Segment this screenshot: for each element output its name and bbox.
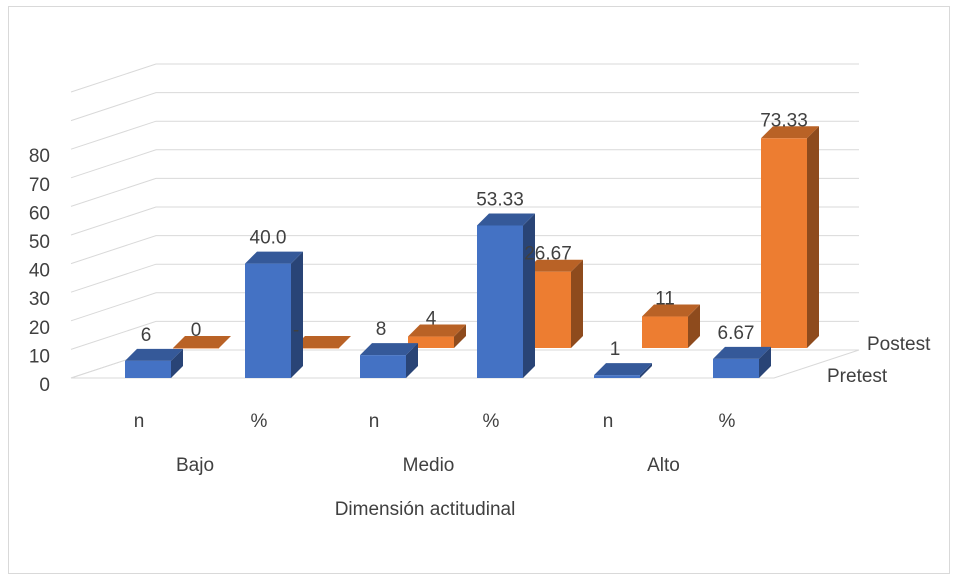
postest-bar bbox=[642, 304, 700, 348]
category-label: n bbox=[369, 411, 380, 432]
chart-frame: 0 10 20 30 40 50 60 70 80 0 - 4 26.67 11 73.33 6 40.0 8 5… bbox=[8, 6, 950, 574]
gridline bbox=[70, 235, 859, 265]
postest-bar-front bbox=[408, 336, 454, 348]
y-tick-label: 80 bbox=[29, 146, 50, 167]
postest-bar-side bbox=[807, 126, 819, 348]
group-label: Bajo bbox=[176, 455, 214, 476]
pretest-data-label: 40.0 bbox=[250, 228, 287, 249]
postest-data-label: - bbox=[293, 320, 299, 341]
postest-bar-top bbox=[642, 304, 700, 317]
pretest-bar-front bbox=[125, 360, 171, 378]
category-labels: n% n% n% bbox=[134, 411, 736, 432]
postest-bar bbox=[761, 126, 819, 348]
pretest-bars bbox=[125, 213, 771, 378]
pretest-bar-top bbox=[477, 213, 535, 226]
series-label-pretest: Pretest bbox=[827, 366, 888, 387]
series-label-postest: Postest bbox=[867, 334, 931, 355]
pretest-bar-side bbox=[523, 213, 535, 378]
x-axis-title: Dimensión actitudinal bbox=[335, 499, 516, 520]
series-labels: Postest Pretest bbox=[827, 334, 931, 387]
pretest-bar bbox=[125, 348, 183, 378]
y-tick-label: 60 bbox=[29, 203, 50, 224]
postest-bar-side bbox=[688, 304, 700, 348]
pretest-bar bbox=[594, 363, 652, 378]
category-label: % bbox=[483, 411, 500, 432]
pretest-bar-side bbox=[171, 348, 183, 378]
gridline bbox=[70, 320, 859, 350]
postest-bar-front bbox=[642, 316, 688, 348]
category-label: n bbox=[134, 411, 145, 432]
y-tick-label: 20 bbox=[29, 318, 50, 339]
postest-bar-front bbox=[761, 138, 807, 348]
gridline bbox=[70, 120, 859, 150]
pretest-data-label: 53.33 bbox=[476, 189, 524, 210]
gridline bbox=[70, 292, 859, 322]
pretest-bar bbox=[245, 251, 303, 378]
postest-data-label: 4 bbox=[426, 309, 437, 330]
group-label: Alto bbox=[647, 455, 680, 476]
pretest-bar bbox=[360, 343, 418, 378]
postest-bar-top bbox=[408, 324, 466, 337]
postest-bar-side bbox=[454, 324, 466, 348]
pretest-data-label: 6 bbox=[141, 325, 152, 346]
y-tick-label: 50 bbox=[29, 232, 50, 253]
postest-data-label: 73.33 bbox=[760, 110, 808, 131]
pretest-bar-side bbox=[640, 363, 652, 378]
postest-data-label: 11 bbox=[655, 289, 675, 310]
gridline bbox=[70, 263, 859, 293]
pretest-bar-side bbox=[291, 251, 303, 378]
postest-bar-top bbox=[525, 259, 583, 272]
postest-bar-top bbox=[293, 336, 351, 348]
pretest-bar-front bbox=[360, 355, 406, 378]
category-label: % bbox=[251, 411, 268, 432]
postest-bar-front bbox=[173, 348, 219, 349]
pretest-bar-top bbox=[594, 363, 652, 376]
y-tick-label: 30 bbox=[29, 289, 50, 310]
postest-bar bbox=[173, 336, 231, 349]
postest-bar-side bbox=[571, 259, 583, 348]
gridline bbox=[70, 206, 859, 236]
gridline bbox=[70, 92, 859, 122]
pretest-bar-front bbox=[245, 263, 291, 378]
pretest-bar-top bbox=[125, 348, 183, 361]
pretest-bar-top bbox=[360, 343, 418, 356]
y-axis-ticks: 0 10 20 30 40 50 60 70 80 bbox=[29, 146, 50, 396]
bar-chart-3d: 0 10 20 30 40 50 60 70 80 0 - 4 26.67 11 73.33 6 40.0 8 5… bbox=[29, 63, 931, 520]
postest-data-label: 26.67 bbox=[524, 244, 572, 265]
pretest-data-label: 8 bbox=[376, 319, 387, 340]
pretest-bar-side bbox=[406, 343, 418, 378]
pretest-bar-side bbox=[759, 346, 771, 378]
category-label: % bbox=[719, 411, 736, 432]
group-label: Medio bbox=[403, 455, 455, 476]
pretest-bar-top bbox=[245, 251, 303, 264]
gridline bbox=[70, 149, 859, 179]
postest-bar-top bbox=[761, 126, 819, 139]
gridline bbox=[70, 63, 859, 93]
data-labels: 0 - 4 26.67 11 73.33 6 40.0 8 53.33 1 6.67 bbox=[141, 110, 808, 360]
group-labels: Bajo Medio Alto bbox=[176, 455, 680, 476]
pretest-data-label: 6.67 bbox=[718, 323, 755, 344]
pretest-data-label: 1 bbox=[610, 339, 621, 360]
postest-bar bbox=[293, 336, 351, 349]
pretest-bar-front bbox=[594, 375, 640, 378]
postest-bar-top bbox=[173, 336, 231, 348]
postest-bar-front bbox=[293, 348, 339, 349]
y-tick-label: 40 bbox=[29, 261, 50, 282]
pretest-bar-front bbox=[477, 225, 523, 378]
category-label: n bbox=[603, 411, 614, 432]
gridline bbox=[70, 177, 859, 207]
postest-data-label: 0 bbox=[191, 320, 202, 341]
pretest-bar bbox=[713, 346, 771, 378]
y-tick-label: 70 bbox=[29, 175, 50, 196]
postest-bar bbox=[408, 324, 466, 348]
pretest-bar bbox=[477, 213, 535, 378]
y-tick-label: 10 bbox=[29, 346, 50, 367]
pretest-bar-front bbox=[713, 358, 759, 378]
pretest-bar-top bbox=[713, 346, 771, 359]
y-tick-label: 0 bbox=[39, 375, 50, 396]
